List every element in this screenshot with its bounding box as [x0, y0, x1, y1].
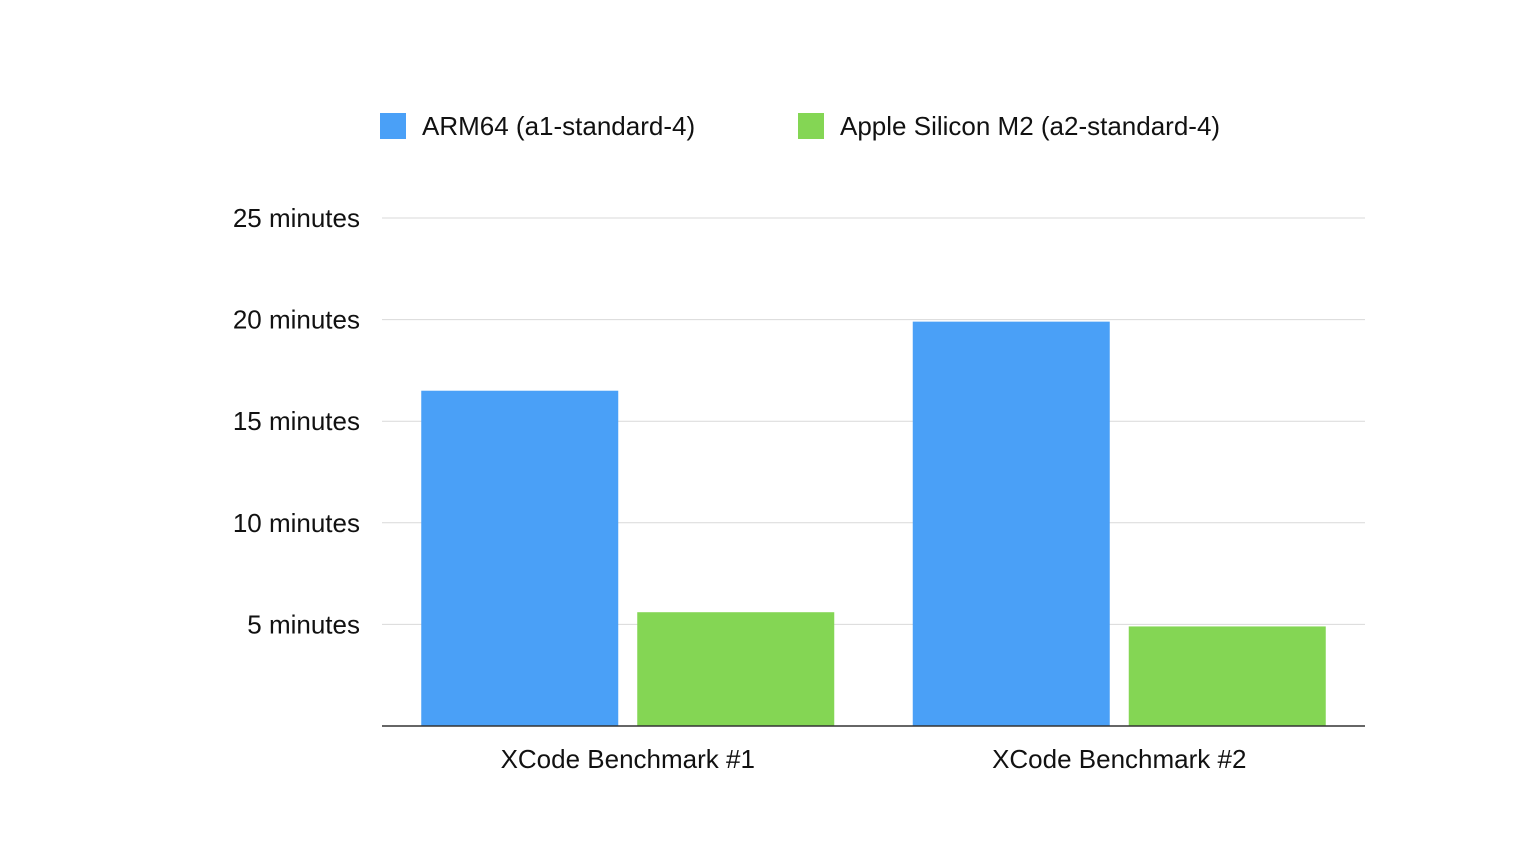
y-tick-label: 15 minutes	[233, 406, 360, 436]
legend: ARM64 (a1-standard-4) Apple Silicon M2 (a…	[380, 111, 1220, 141]
bar-arm64-benchmark-1	[421, 390, 619, 726]
legend-label: ARM64 (a1-standard-4)	[422, 111, 695, 141]
y-axis-tick-labels: 5 minutes 10 minutes 15 minutes 20 minutes 2…	[233, 203, 360, 639]
y-tick-label: 20 minutes	[233, 305, 360, 335]
x-category-label: XCode Benchmark #1	[501, 744, 755, 774]
legend-item-arm64: ARM64 (a1-standard-4)	[380, 111, 695, 141]
x-axis-category-labels: XCode Benchmark #1 XCode Benchmark #2	[501, 744, 1247, 774]
x-category-label: XCode Benchmark #2	[992, 744, 1246, 774]
bar-arm64-benchmark-2	[912, 321, 1110, 726]
y-tick-label: 25 minutes	[233, 203, 360, 233]
legend-label: Apple Silicon M2 (a2-standard-4)	[840, 111, 1220, 141]
y-tick-label: 5 minutes	[247, 609, 360, 639]
bar-apple-silicon-m2-benchmark-2	[1128, 626, 1326, 726]
legend-swatch	[380, 113, 406, 139]
bars	[421, 321, 1326, 726]
legend-swatch	[798, 113, 824, 139]
y-tick-label: 10 minutes	[233, 508, 360, 538]
bar-apple-silicon-m2-benchmark-1	[637, 612, 835, 726]
legend-item-apple-silicon-m2: Apple Silicon M2 (a2-standard-4)	[798, 111, 1220, 141]
